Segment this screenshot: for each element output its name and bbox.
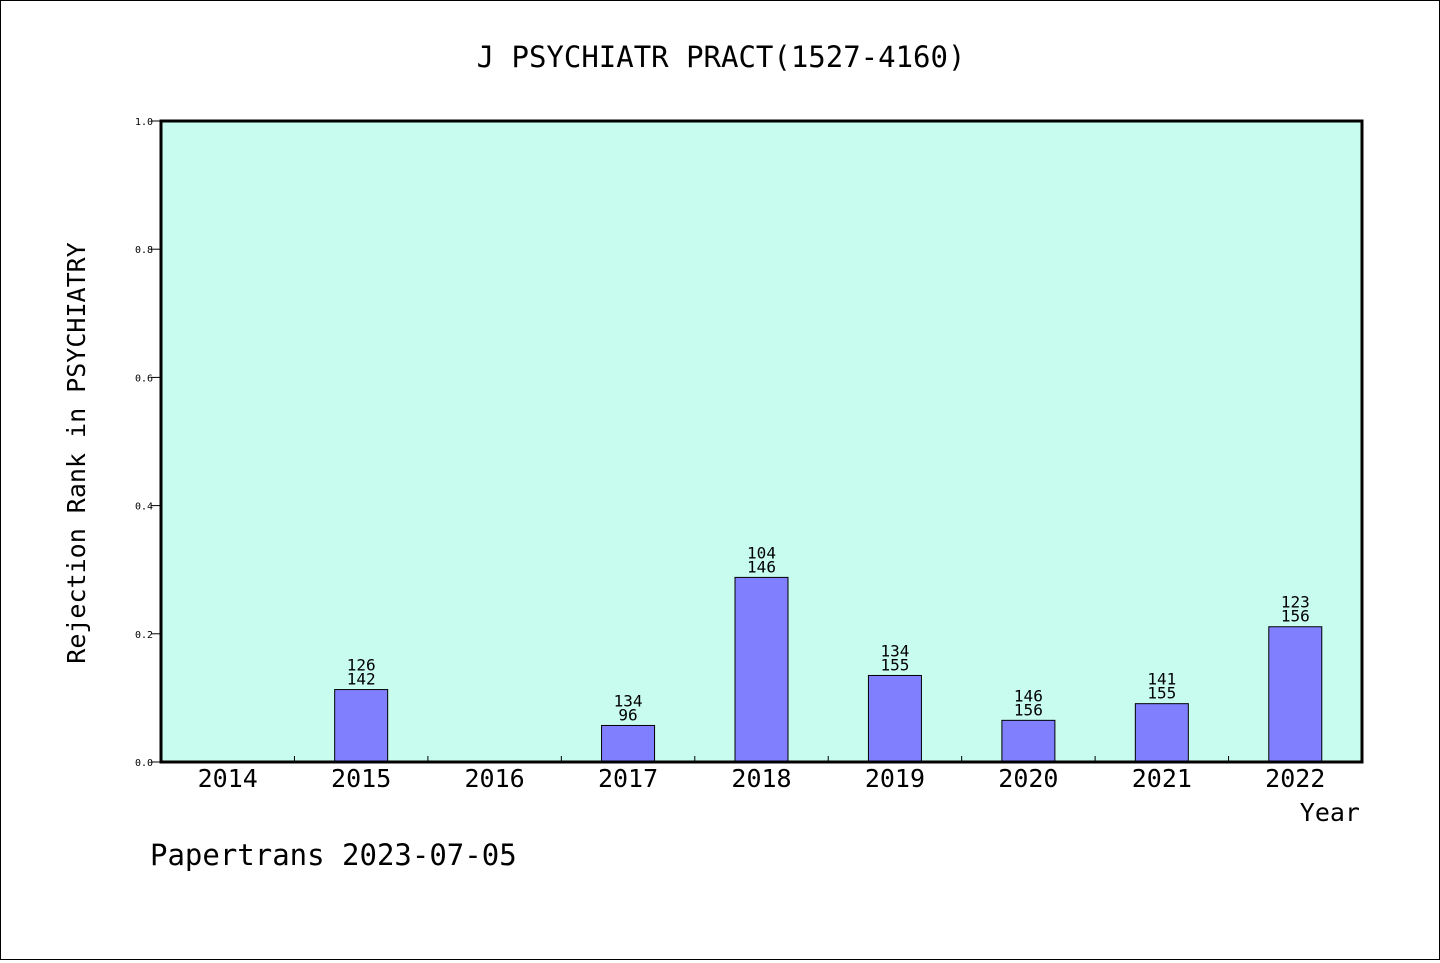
x-tick-label: 2020: [998, 764, 1058, 793]
chart-title: J PSYCHIATR PRACT(1527-4160): [477, 40, 966, 74]
x-tick-label: 2022: [1265, 764, 1325, 793]
bar-2015: [334, 689, 389, 763]
x-tick-label: 2017: [598, 764, 658, 793]
bar-label-top: 141: [1147, 670, 1176, 689]
bar-2017: [601, 724, 656, 763]
bar-label-bottom: 156: [1281, 607, 1310, 626]
y-axis-label: Rejection Rank in PSYCHIATRY: [62, 242, 91, 663]
x-tick-label: 2015: [331, 764, 391, 793]
bar-label-top: 134: [614, 691, 643, 710]
bar-labels-group: 1261421349610414613415514615614115512315…: [347, 543, 1310, 724]
bar-label-top: 126: [347, 656, 376, 675]
x-tick-label: 2019: [865, 764, 925, 793]
y-tick-label: 0.4: [135, 502, 153, 513]
x-axis-label: Year: [1300, 798, 1360, 827]
x-tick-label: 2018: [731, 764, 791, 793]
bar-2019: [867, 674, 922, 763]
bar-label-top: 146: [1014, 686, 1043, 705]
bar-2021: [1134, 703, 1189, 763]
bar-label-bottom: 155: [880, 655, 909, 674]
bar-label-bottom: 155: [1147, 684, 1176, 703]
x-tick-label: 2021: [1132, 764, 1192, 793]
bar-2020: [1001, 719, 1056, 763]
bar-label-top: 123: [1281, 593, 1310, 612]
y-tick-label: 0.0: [135, 758, 153, 769]
plot-border: [159, 119, 1364, 764]
y-tick-label: 0.2: [135, 630, 153, 641]
y-tick-label: 1.0: [135, 117, 153, 128]
bar-label-bottom: 96: [618, 705, 637, 724]
bar-label-top: 134: [880, 641, 909, 660]
bar-label-bottom: 156: [1014, 700, 1043, 719]
bar-label-top: 104: [747, 543, 776, 562]
x-tick-label: 2016: [465, 764, 525, 793]
bar-label-bottom: 142: [347, 670, 376, 689]
bar-2022: [1268, 626, 1323, 763]
y-tick-label: 0.8: [135, 245, 153, 256]
bar-2018: [734, 576, 789, 763]
bars-group: [334, 576, 1323, 763]
x-ticks-group: 2014 2015 2016 2017 2018 2019 2020 2021 2022: [198, 756, 1325, 793]
bar-label-bottom: 146: [747, 557, 776, 576]
x-tick-label: 2014: [198, 764, 258, 793]
y-ticks-group: 0.0 0.2 0.4 0.6 0.8 1.0: [135, 117, 161, 769]
y-tick-label: 0.6: [135, 373, 153, 384]
footer-text: Papertrans 2023-07-05: [150, 838, 517, 872]
